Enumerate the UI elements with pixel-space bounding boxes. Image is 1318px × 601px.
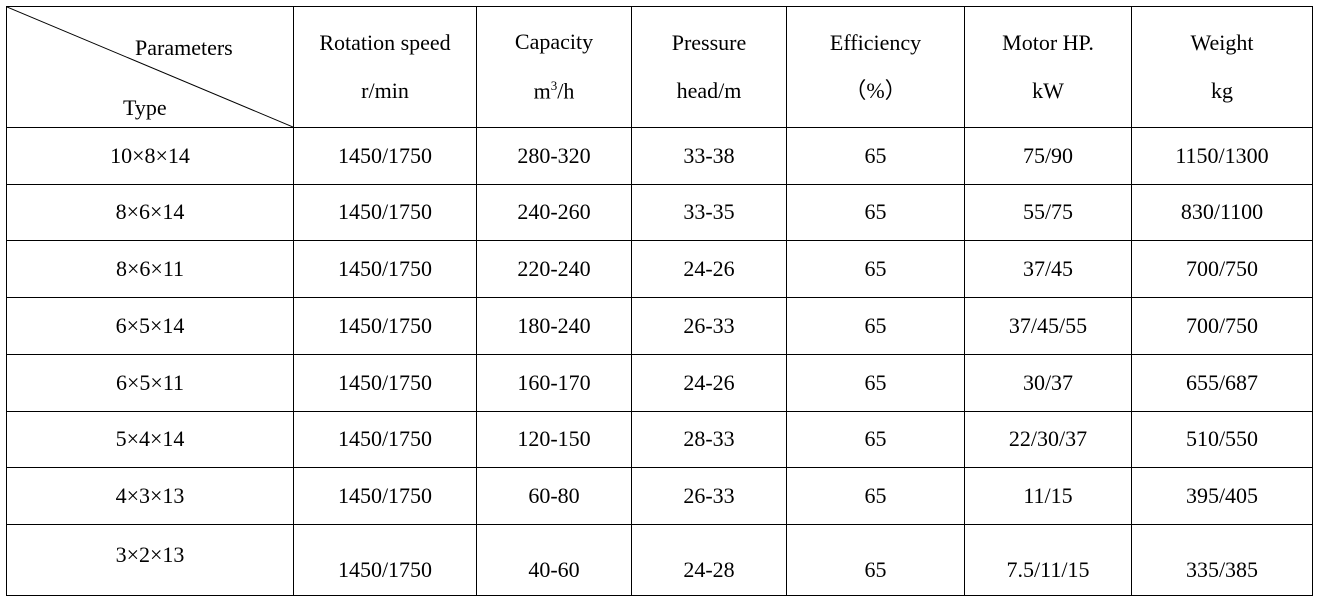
cell-weight: 655/687 [1131,353,1313,412]
cell-motor: 30/37 [964,353,1132,412]
table-row: 6×5×14 1450/1750 180-240 26-33 65 37/45/… [6,297,1313,355]
header-capacity-unit: m3/h [534,78,575,105]
cell-head: 28-33 [631,410,787,469]
table-body: 10×8×14 1450/1750 280-320 33-38 65 75/90… [6,127,1313,596]
cell-speed: 1450/1750 [293,183,477,242]
cell-type: 6×5×11 [6,353,294,412]
cell-weight: 395/405 [1131,467,1313,526]
diagonal-divider [7,7,293,127]
cell-head: 26-33 [631,297,787,355]
cell-efficiency: 65 [786,297,965,355]
cell-weight: 1150/1300 [1131,127,1313,185]
cell-type: 10×8×14 [6,127,294,185]
capacity-unit-rest: /h [557,78,575,104]
table-row: 5×4×14 1450/1750 120-150 28-33 65 22/30/… [6,410,1313,469]
cell-type: 6×5×14 [6,297,294,355]
cell-head: 26-33 [631,467,787,526]
cell-motor: 75/90 [964,127,1132,185]
cell-motor: 37/45 [964,240,1132,299]
cell-speed: 1450/1750 [293,467,477,526]
cell-motor: 37/45/55 [964,297,1132,355]
cell-speed: 1450/1750 [293,524,477,596]
cell-speed: 1450/1750 [293,297,477,355]
cell-efficiency: 65 [786,240,965,299]
cell-weight: 700/750 [1131,240,1313,299]
capacity-unit-base: m [533,78,551,104]
cell-speed: 1450/1750 [293,240,477,299]
cell-efficiency: 65 [786,127,965,185]
cell-type: 8×6×14 [6,183,294,242]
cell-capacity: 40-60 [476,524,632,596]
cell-efficiency: 65 [786,183,965,242]
table-row: 3×2×13 1450/1750 40-60 24-28 65 7.5/11/1… [6,524,1313,596]
table-row: 8×6×14 1450/1750 240-260 33-35 65 55/75 … [6,183,1313,242]
cell-capacity: 180-240 [476,297,632,355]
cell-efficiency: 65 [786,353,965,412]
corner-type-label: Type [123,95,167,120]
header-efficiency: Efficiency （%） [786,6,965,128]
header-rotation-speed: Rotation speed r/min [293,6,477,128]
cell-weight: 830/1100 [1131,183,1313,242]
header-efficiency-unit: （%） [844,78,907,103]
header-pressure-unit: head/m [676,78,742,103]
cell-weight: 335/385 [1131,524,1313,596]
cell-speed: 1450/1750 [293,353,477,412]
corner-header-cell: Parameters Type [6,6,294,128]
header-efficiency-title: Efficiency [829,29,922,55]
table-row: 6×5×11 1450/1750 160-170 24-26 65 30/37 … [6,353,1313,412]
header-rotation-speed-title: Rotation speed [319,29,451,55]
cell-type: 4×3×13 [6,467,294,526]
cell-motor: 11/15 [964,467,1132,526]
capacity-unit-exponent: 3 [550,77,558,93]
pump-spec-table: Parameters Type Rotation speed r/min Cap… [6,6,1313,596]
header-capacity-title: Capacity [514,29,594,55]
cell-capacity: 240-260 [476,183,632,242]
corner-parameters-label: Parameters [135,35,233,60]
cell-capacity: 220-240 [476,240,632,299]
cell-capacity: 160-170 [476,353,632,412]
cell-motor: 7.5/11/15 [964,524,1132,596]
header-motor-hp-unit: kW [1032,78,1064,103]
cell-type: 5×4×14 [6,410,294,469]
cell-weight: 510/550 [1131,410,1313,469]
cell-efficiency: 65 [786,467,965,526]
cell-head: 33-35 [631,183,787,242]
table-row: 4×3×13 1450/1750 60-80 26-33 65 11/15 39… [6,467,1313,526]
cell-head: 24-26 [631,353,787,412]
cell-type: 3×2×13 [6,524,294,596]
cell-speed: 1450/1750 [293,410,477,469]
header-pressure: Pressure head/m [631,6,787,128]
header-rotation-speed-unit: r/min [361,78,409,103]
cell-capacity: 280-320 [476,127,632,185]
cell-head: 24-28 [631,524,787,596]
table-row: 8×6×11 1450/1750 220-240 24-26 65 37/45 … [6,240,1313,299]
cell-head: 24-26 [631,240,787,299]
cell-capacity: 120-150 [476,410,632,469]
header-capacity: Capacity m3/h [476,6,632,128]
cell-motor: 55/75 [964,183,1132,242]
cell-motor: 22/30/37 [964,410,1132,469]
cell-efficiency: 65 [786,410,965,469]
header-weight: Weight kg [1131,6,1313,128]
cell-head: 33-38 [631,127,787,185]
header-weight-title: Weight [1190,29,1254,55]
header-pressure-title: Pressure [671,29,747,55]
header-row: Parameters Type Rotation speed r/min Cap… [6,6,1313,128]
table-row: 10×8×14 1450/1750 280-320 33-38 65 75/90… [6,127,1313,185]
header-motor-hp: Motor HP. kW [964,6,1132,128]
header-weight-unit: kg [1211,78,1233,103]
cell-efficiency: 65 [786,524,965,596]
cell-weight: 700/750 [1131,297,1313,355]
cell-capacity: 60-80 [476,467,632,526]
table-header: Parameters Type Rotation speed r/min Cap… [6,6,1313,128]
header-motor-hp-title: Motor HP. [1002,29,1094,55]
cell-type: 8×6×11 [6,240,294,299]
cell-speed: 1450/1750 [293,127,477,185]
